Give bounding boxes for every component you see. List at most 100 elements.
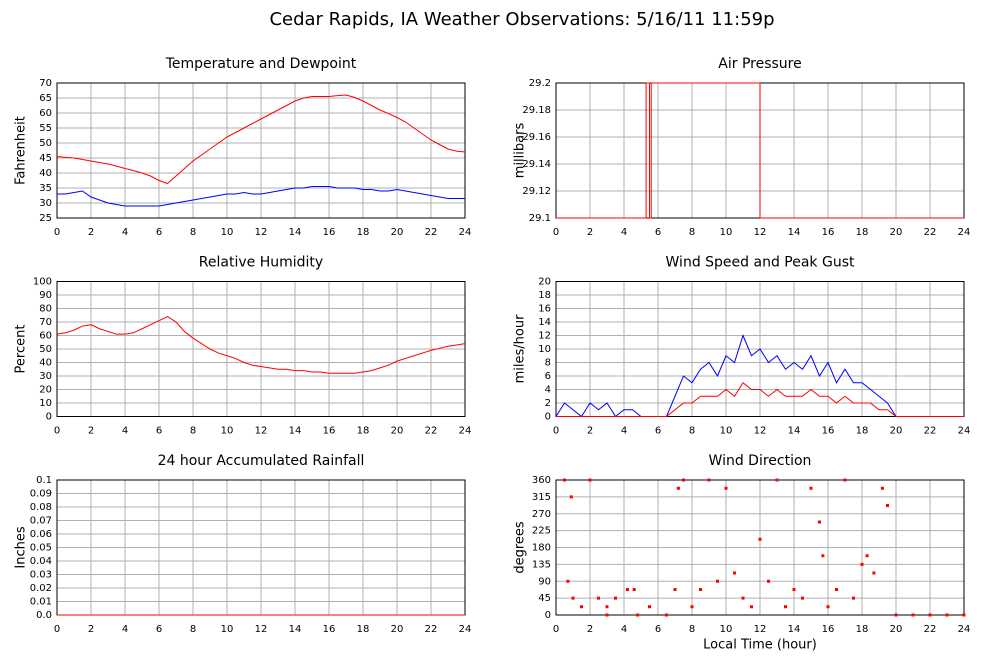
data-point <box>605 613 609 617</box>
data-point <box>880 486 884 490</box>
data-point <box>676 486 680 490</box>
y-tick-label: 10 <box>538 344 551 355</box>
data-point <box>682 478 685 482</box>
data-point <box>852 596 855 600</box>
x-tick-label: 0 <box>553 227 559 238</box>
y-tick-label: 90 <box>39 290 52 301</box>
x-tick-label: 10 <box>720 227 733 238</box>
x-tick-label: 12 <box>255 227 268 238</box>
y-tick-label: 18 <box>538 290 551 301</box>
x-tick-label: 10 <box>720 624 733 635</box>
x-tick-label: 10 <box>221 426 234 437</box>
y-tick-label: 0.07 <box>30 516 52 527</box>
plot-frame <box>555 281 965 417</box>
x-tick-label: 4 <box>621 624 627 635</box>
data-point <box>750 605 753 609</box>
x-tick-label: 24 <box>459 426 472 437</box>
x-tick-label: 12 <box>754 227 767 238</box>
x-tick-label: 0 <box>553 426 559 437</box>
chart-title: Temperature and Dewpoint <box>165 56 357 72</box>
y-tick-label: 29.18 <box>522 105 551 116</box>
chart-title: 24 hour Accumulated Rainfall <box>158 453 365 469</box>
plot-frame <box>56 82 466 219</box>
x-tick-label: 22 <box>425 227 438 238</box>
chart-panel: Relative HumidityPercent0102030405060708… <box>14 255 472 437</box>
x-tick-label: 10 <box>720 426 733 437</box>
data-point <box>614 596 617 600</box>
y-tick-label: 50 <box>39 344 52 355</box>
y-tick-label: 0.01 <box>30 597 52 608</box>
x-tick-label: 10 <box>221 227 234 238</box>
x-tick-label: 0 <box>553 624 559 635</box>
y-tick-label: 30 <box>39 371 52 382</box>
data-point <box>665 613 668 617</box>
x-tick-label: 8 <box>190 426 196 437</box>
x-tick-label: 18 <box>357 624 370 635</box>
y-tick-label: 10 <box>39 398 52 409</box>
data-line <box>57 186 465 207</box>
plot-frame <box>56 281 466 417</box>
x-tick-label: 6 <box>655 426 661 437</box>
x-tick-label: 6 <box>655 624 661 635</box>
plot-frame <box>555 479 965 616</box>
data-point <box>588 478 592 482</box>
y-tick-label: 25 <box>39 213 52 224</box>
x-tick-label: 8 <box>689 426 695 437</box>
data-point <box>597 596 600 600</box>
data-point <box>792 588 796 591</box>
x-tick-label: 2 <box>587 227 593 238</box>
y-tick-label: 4 <box>545 385 551 396</box>
page-title: Cedar Rapids, IA Weather Observations: 5… <box>269 9 774 30</box>
y-tick-label: 40 <box>39 358 52 369</box>
x-tick-label: 22 <box>924 624 937 635</box>
y-tick-label: 0.02 <box>30 583 52 594</box>
y-tick-label: 20 <box>39 385 52 396</box>
data-point <box>767 579 770 583</box>
x-tick-label: 8 <box>689 227 695 238</box>
x-tick-label: 0 <box>54 426 60 437</box>
data-point <box>826 605 830 609</box>
data-point <box>605 605 609 609</box>
y-tick-label: 16 <box>538 304 551 315</box>
data-point <box>886 504 889 507</box>
data-point <box>962 613 966 617</box>
y-tick-label: 90 <box>538 576 551 587</box>
chart-panel: Wind Direction degrees Local Time (hour) 0 4… <box>513 453 971 653</box>
data-point <box>569 495 573 499</box>
x-tick-label: 0 <box>54 624 60 635</box>
y-tick-label: 135 <box>532 559 551 570</box>
data-point <box>648 605 651 609</box>
x-tick-label: 4 <box>122 624 128 635</box>
x-tick-label: 20 <box>391 426 404 437</box>
x-tick-label: 2 <box>587 426 593 437</box>
x-tick-label: 2 <box>88 426 94 437</box>
x-tick-label: 2 <box>88 624 94 635</box>
data-point <box>673 588 677 591</box>
data-point <box>775 478 779 482</box>
y-tick-label: 315 <box>532 492 551 503</box>
data-point <box>758 537 762 541</box>
x-tick-label: 14 <box>289 227 302 238</box>
y-tick-label: 60 <box>39 108 52 119</box>
y-axis-label: miles/hour <box>513 314 528 383</box>
y-tick-label: 0 <box>46 412 52 423</box>
x-tick-label: 16 <box>822 426 835 437</box>
data-point <box>843 478 847 482</box>
y-tick-label: 2 <box>545 398 551 409</box>
x-tick-label: 14 <box>788 227 801 238</box>
data-point <box>784 605 787 609</box>
x-tick-label: 12 <box>255 426 268 437</box>
y-tick-label: 0 <box>545 412 551 423</box>
chart-panel: 24 hour Accumulated Rainfall Inches 0.0 0.0… <box>14 453 472 635</box>
x-tick-label: 2 <box>587 624 593 635</box>
y-axis-label: Percent <box>14 325 29 374</box>
x-tick-label: 14 <box>788 624 801 635</box>
x-tick-label: 4 <box>621 227 627 238</box>
x-tick-label: 18 <box>856 227 869 238</box>
x-tick-label: 0 <box>54 227 60 238</box>
y-tick-label: 40 <box>39 168 52 179</box>
y-tick-label: 0.03 <box>30 570 52 581</box>
y-tick-label: 20 <box>538 277 551 288</box>
data-point <box>733 571 736 575</box>
